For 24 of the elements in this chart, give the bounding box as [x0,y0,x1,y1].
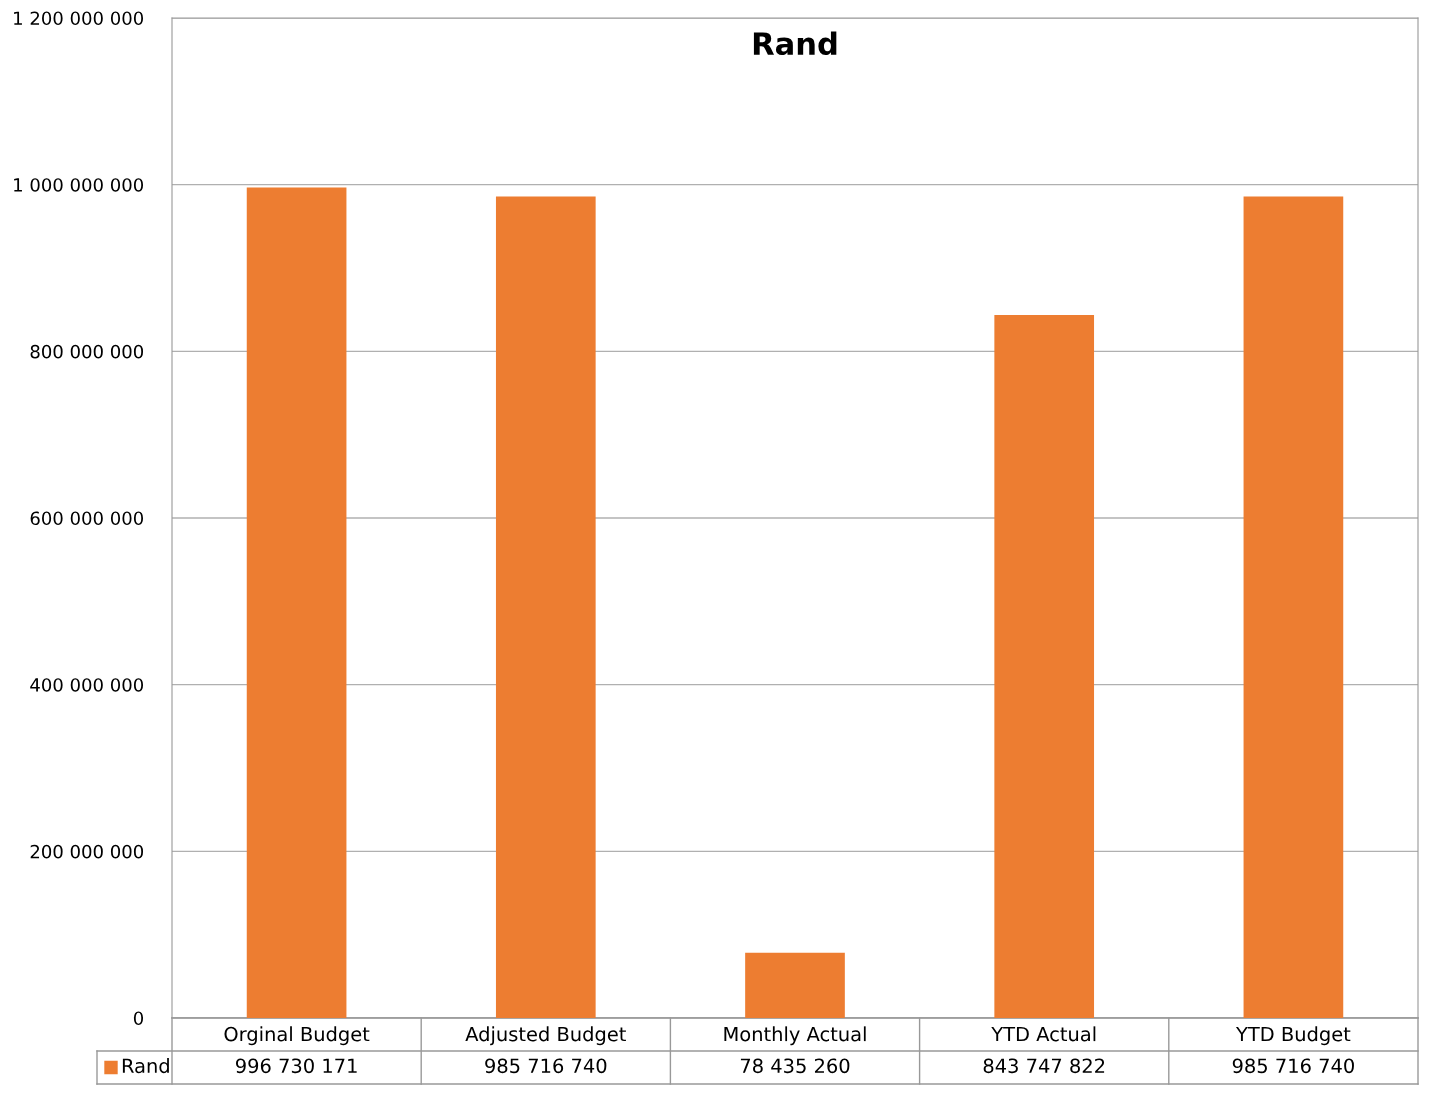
x-tick-label: Adjusted Budget [465,1026,626,1046]
bar [1243,196,1344,1018]
x-tick-label: YTD Actual [991,1026,1096,1042]
bar [495,196,596,1018]
bar [246,187,347,1018]
y-tick-label: 800 000 000 [30,344,144,359]
data-label: 985 716 740 [485,1058,607,1074]
x-tick-label: Orginal Budget [224,1026,370,1046]
data-label: 843 747 822 [983,1058,1105,1074]
data-label: 985 716 740 [1232,1058,1354,1074]
legend-label: Rand [122,1058,169,1074]
chart-title: Rand [753,31,837,56]
y-tick-label: 600 000 000 [30,511,144,526]
bar [745,952,845,1018]
x-tick-label: Monthly Actual [724,1026,866,1046]
bar [994,314,1095,1018]
y-tick-label: 0 [133,1011,144,1026]
data-label: 78 435 260 [740,1058,850,1074]
data-label: 996 730 171 [235,1058,357,1074]
y-tick-label: 1 000 000 000 [14,178,144,192]
x-tick-label: YTD Budget [1235,1026,1351,1046]
y-tick-label: 200 000 000 [30,844,144,859]
y-tick-label: 1 200 000 000 [14,11,144,26]
y-tick-label: 400 000 000 [30,678,144,692]
